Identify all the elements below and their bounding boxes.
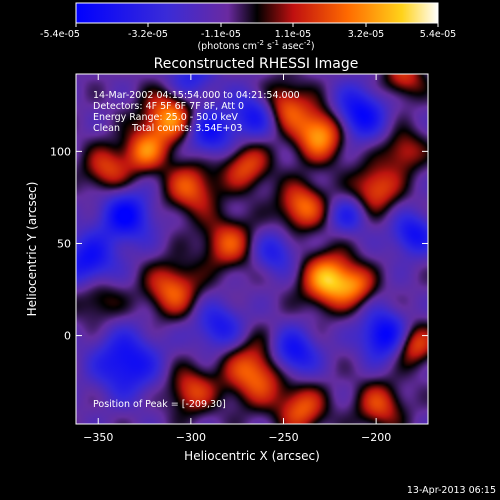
annotation-energy-range: Energy Range: 25.0 - 50.0 keV [93, 112, 238, 123]
colorbar-tick-label: -1.1e-05 [201, 29, 241, 40]
y-tick-label: 50 [57, 237, 71, 250]
colorbar-tick-label: 1.1e-05 [275, 29, 311, 40]
x-tick-label: −350 [83, 431, 113, 444]
annotation-time-range: 14-Mar-2002 04:15:54.000 to 04:21:54.000 [93, 90, 300, 101]
y-axis-ticks: 0 50 100 [50, 145, 428, 343]
plot-frame [75, 73, 429, 425]
colorbar-ticks [75, 23, 439, 27]
footer-timestamp: 13-Apr-2013 06:15 [407, 485, 496, 496]
colorbar-tick-label: -3.2e-05 [128, 29, 168, 40]
x-axis-label: Heliocentric X (arcsec) [184, 449, 320, 463]
annotation-peak-position: Position of Peak = [-209,30] [93, 399, 226, 410]
x-axis-ticks: −350 −300 −250 −200 [83, 74, 391, 444]
annotation-detectors: Detectors: 4F 5F 6F 7F 8F, Att 0 [93, 101, 244, 112]
x-tick-label: −250 [268, 431, 298, 444]
plot-title: Reconstructed RHESSI Image [154, 56, 359, 72]
y-tick-label: 100 [50, 145, 71, 158]
x-tick-label: −300 [176, 431, 206, 444]
x-tick-label: −200 [361, 431, 391, 444]
colorbar-tick-label: -5.4e-05 [40, 29, 80, 40]
annotation-clean-counts: Clean Total counts: 3.54E+03 [93, 123, 242, 134]
y-tick-label: 0 [64, 330, 71, 343]
heatmap-image [76, 74, 428, 424]
colorbar-tick-label: 3.2e-05 [348, 29, 384, 40]
colorbar-tick-label: 5.4e-05 [420, 29, 456, 40]
colorbar [75, 2, 439, 24]
colorbar-units: (photons cm-2 s-1 asec-2) [197, 39, 314, 52]
y-axis-label: Heliocentric Y (arcsec) [25, 182, 39, 317]
